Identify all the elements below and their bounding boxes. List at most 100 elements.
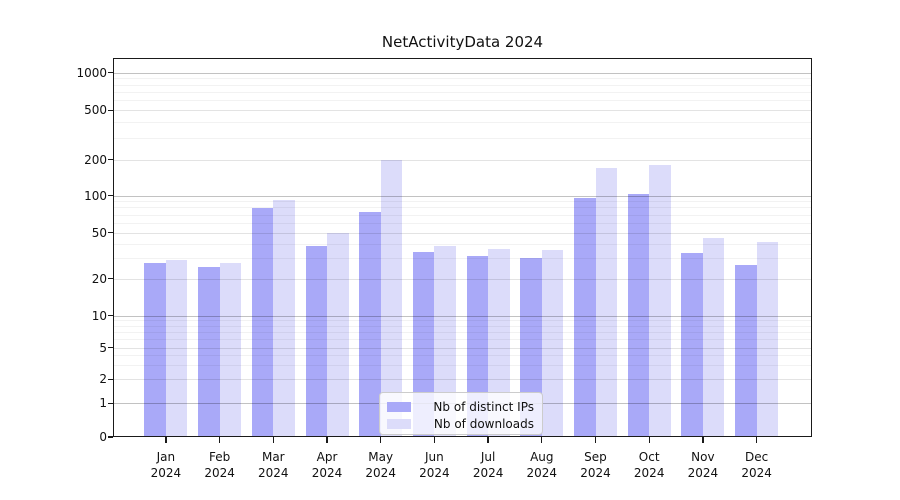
x-tick-label-dec: Dec 2024 — [741, 450, 772, 480]
gridline-minor — [113, 325, 812, 327]
y-tick-mark — [108, 436, 113, 438]
x-tick-mark — [326, 437, 328, 443]
x-tick-label-oct: Oct 2024 — [633, 450, 665, 480]
x-tick-label-apr: Apr 2024 — [311, 450, 343, 480]
gridline-minor — [113, 222, 812, 224]
bar-ips-jun — [412, 251, 435, 437]
x-tick-mark — [433, 437, 436, 443]
x-tick-label-nov: Nov 2024 — [687, 450, 719, 480]
x-tick-label-jul: Jul 2024 — [472, 450, 504, 480]
bar-downloads-jul — [488, 248, 510, 437]
legend-item-downloads: Nb of downloads — [387, 415, 534, 432]
y-tick-mark — [108, 231, 113, 234]
x-tick-label-jun: Jun 2024 — [419, 450, 450, 480]
legend-label-ips: Nb of distinct IPs — [433, 399, 534, 414]
x-tick-mark — [702, 437, 704, 443]
gridline-major — [113, 278, 812, 280]
gridline-minor — [113, 214, 812, 216]
bar-ips-sep — [574, 198, 596, 437]
bar-ips-oct — [627, 194, 650, 437]
x-tick-mark — [594, 437, 597, 443]
gridline-major — [113, 315, 812, 317]
bar-ips-may — [359, 212, 381, 437]
gridline-minor — [113, 332, 812, 334]
y-tick-label-20: 20 — [91, 271, 107, 286]
gridline-minor — [113, 100, 812, 102]
x-tick-mark — [218, 437, 221, 443]
gridline-minor — [113, 365, 812, 367]
x-tick-mark — [272, 437, 274, 443]
y-tick-label-5: 5 — [99, 340, 107, 355]
gridline-major — [113, 72, 812, 74]
bar-downloads-nov — [702, 237, 725, 437]
x-tick-label-aug: Aug 2024 — [526, 450, 558, 480]
plot-area — [113, 58, 812, 437]
legend-swatch-downloads — [387, 418, 411, 429]
y-tick-label-50: 50 — [91, 225, 107, 240]
bar-downloads-jan — [165, 259, 188, 437]
gridline-major — [113, 232, 812, 234]
legend-item-ips: Nb of distinct IPs — [387, 398, 534, 415]
gridline-major — [113, 195, 812, 197]
chart-title: NetActivityData 2024 — [381, 33, 544, 51]
y-tick-mark — [108, 159, 113, 161]
gridline-minor — [113, 320, 812, 322]
bar-ips-mar — [251, 208, 274, 437]
bar-downloads-dec — [756, 242, 779, 437]
gridline-minor — [113, 92, 812, 94]
y-tick-mark — [108, 347, 113, 349]
bar-downloads-apr — [327, 232, 349, 437]
gridline-minor — [113, 201, 812, 203]
bar-downloads-sep — [595, 168, 617, 437]
y-tick-mark — [108, 314, 113, 317]
gridline-minor — [113, 137, 812, 139]
bar-downloads-feb — [219, 263, 242, 437]
x-tick-label-jan: Jan 2024 — [150, 450, 182, 480]
bar-downloads-jun — [434, 246, 456, 437]
legend-swatch-ips — [387, 401, 411, 412]
x-tick-label-may: May 2024 — [365, 450, 396, 480]
x-tick-label-sep: Sep 2024 — [580, 450, 611, 480]
gridline-minor — [113, 207, 812, 209]
bar-ips-jul — [466, 256, 489, 437]
x-tick-label-feb: Feb 2024 — [204, 450, 235, 480]
y-tick-mark — [108, 109, 113, 111]
bar-downloads-oct — [649, 164, 671, 437]
y-tick-label-10: 10 — [91, 308, 107, 323]
x-tick-mark — [755, 437, 758, 443]
bar-ips-jan — [144, 263, 166, 437]
bar-downloads-mar — [273, 199, 295, 437]
gridline-minor — [113, 78, 812, 80]
y-tick-mark — [108, 194, 113, 197]
y-tick-label-1000: 1000 — [76, 65, 107, 80]
x-tick-mark — [165, 437, 167, 443]
y-tick-label-2: 2 — [99, 372, 107, 387]
gridline-major — [113, 347, 812, 349]
x-tick-mark — [487, 437, 489, 443]
gridline-minor — [113, 355, 812, 357]
bar-downloads-aug — [541, 250, 564, 437]
bar-ips-feb — [198, 267, 220, 437]
bar-downloads-may — [380, 160, 403, 437]
legend: Nb of distinct IPs Nb of downloads — [379, 392, 543, 435]
gridline-minor — [113, 339, 812, 341]
y-tick-label-0: 0 — [99, 430, 107, 444]
x-tick-mark — [648, 437, 650, 443]
x-tick-mark — [380, 437, 382, 443]
gridline-minor — [113, 243, 812, 245]
legend-label-downloads: Nb of downloads — [433, 416, 534, 431]
y-tick-mark — [108, 402, 113, 404]
bar-ips-nov — [681, 253, 703, 437]
gridline-minor — [113, 122, 812, 124]
y-tick-label-500: 500 — [84, 103, 107, 118]
y-tick-label-100: 100 — [84, 188, 107, 203]
bar-ips-dec — [735, 265, 757, 437]
x-tick-mark — [541, 437, 543, 443]
gridline-major — [113, 159, 812, 161]
y-tick-mark — [108, 277, 113, 280]
gridline-minor — [113, 258, 812, 260]
y-tick-label-200: 200 — [84, 152, 107, 167]
y-tick-mark — [108, 72, 113, 74]
gridline-major — [113, 379, 812, 381]
